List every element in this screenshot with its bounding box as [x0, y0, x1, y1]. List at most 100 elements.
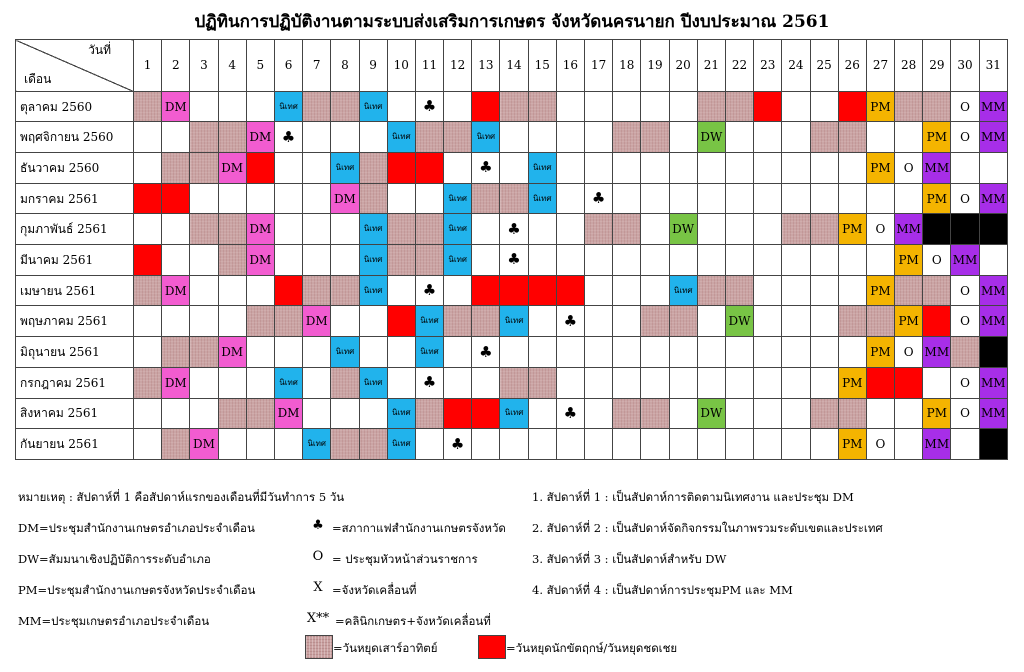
- day-cell: [132, 305, 163, 338]
- club-cell: ♣: [414, 90, 445, 123]
- legend-dw: DW=สัมมนาเชิงปฏิบัติการระดับอำเภอ: [18, 552, 211, 566]
- dm-cell: DM: [302, 305, 332, 338]
- day-cell: [471, 244, 501, 276]
- day-header: 1: [132, 39, 163, 92]
- day-cell: [583, 397, 614, 430]
- day-cell: [809, 274, 839, 307]
- weekend-cell: [837, 397, 867, 430]
- o-cell: O: [950, 397, 980, 430]
- day-cell: [781, 244, 811, 276]
- day-cell: [809, 336, 839, 368]
- weekend-cell: [161, 428, 191, 460]
- day-cell: [668, 121, 698, 154]
- day-cell: [302, 152, 332, 184]
- day-cell: [753, 428, 783, 460]
- day-header: 25: [809, 39, 839, 92]
- club-cell: ♣: [471, 152, 501, 184]
- day-header: 5: [245, 39, 275, 92]
- month-label: มีนาคม 2561: [15, 244, 134, 276]
- holiday-cell: [471, 274, 501, 307]
- club-cell: ♣: [555, 397, 586, 430]
- dm-cell: DM: [330, 182, 360, 215]
- weekend-cell: [499, 182, 529, 215]
- month-label: มกราคม 2561: [15, 182, 134, 215]
- nitet-cell: นิเทศ: [527, 182, 557, 215]
- day-cell: [245, 182, 275, 215]
- x-symbol: X: [313, 580, 323, 595]
- day-cell: [809, 305, 839, 338]
- day-cell: [189, 366, 219, 399]
- club-cell: ♣: [414, 366, 445, 399]
- mm-cell: MM: [978, 90, 1009, 123]
- weekend-cell: [217, 213, 247, 246]
- day-cell: [978, 152, 1009, 184]
- week-1-note: 1. สัปดาห์ที่ 1 : เป็นสัปดาห์การติดตามนิ…: [532, 490, 854, 504]
- day-header: 31: [978, 39, 1009, 92]
- closed-cell: [950, 213, 980, 246]
- day-cell: [640, 244, 670, 276]
- holiday-cell: [471, 397, 501, 430]
- weekend-cell: [414, 397, 445, 430]
- mm-cell: MM: [894, 213, 924, 246]
- month-row: มกราคม 2561 DM นิเทศ นิเทศ ♣ PM O MM: [15, 182, 1009, 215]
- day-cell: [161, 213, 191, 246]
- legend-o: = ประชุมหัวหน้าส่วนราชการ: [332, 552, 478, 566]
- day-cell: [583, 305, 614, 338]
- day-cell: [781, 428, 811, 460]
- legend-mm: MM=ประชุมเกษตรอำเภอประจำเดือน: [18, 614, 210, 628]
- day-cell: [753, 244, 783, 276]
- day-cell: [781, 121, 811, 154]
- day-cell: [443, 274, 473, 307]
- day-header: 10: [386, 39, 416, 92]
- day-cell: [724, 244, 755, 276]
- calendar-table: วันที่ เดือน 1 2 3 4 5 6 7 8 9 10 11 12 13 14 15 16 17 18…: [15, 39, 1009, 460]
- day-cell: [245, 90, 275, 123]
- nitet-cell: นิเทศ: [414, 305, 445, 338]
- day-cell: [527, 397, 557, 430]
- day-header: 23: [753, 39, 783, 92]
- day-cell: [894, 428, 924, 460]
- weekend-cell: [386, 213, 416, 246]
- weekend-cell: [330, 90, 360, 123]
- nitet-cell: นิเทศ: [499, 397, 529, 430]
- holiday-cell: [555, 274, 586, 307]
- nitet-cell: นิเทศ: [471, 121, 501, 154]
- holiday-cell: [132, 182, 163, 215]
- pm-cell: PM: [922, 397, 952, 430]
- weekend-cell: [612, 397, 642, 430]
- day-cell: [781, 305, 811, 338]
- o-cell: O: [950, 366, 980, 399]
- day-cell: [555, 121, 586, 154]
- day-cell: [612, 90, 642, 123]
- day-cell: [358, 336, 388, 368]
- dm-cell: DM: [245, 121, 275, 154]
- day-cell: [386, 274, 416, 307]
- day-cell: [865, 121, 896, 154]
- day-cell: [696, 428, 726, 460]
- weekend-cell: [414, 213, 445, 246]
- holiday-cell: [865, 366, 896, 399]
- nitet-cell: นิเทศ: [273, 90, 304, 123]
- day-cell: [724, 152, 755, 184]
- weekend-cell: [161, 152, 191, 184]
- weekend-cell: [922, 274, 952, 307]
- weekend-cell: [189, 121, 219, 154]
- day-cell: [217, 428, 247, 460]
- weekend-cell: [358, 428, 388, 460]
- day-cell: [273, 213, 304, 246]
- day-cell: [273, 336, 304, 368]
- day-header: 30: [950, 39, 980, 92]
- weekend-cell: [809, 121, 839, 154]
- day-cell: [527, 336, 557, 368]
- dm-cell: DM: [273, 397, 304, 430]
- day-cell: [358, 305, 388, 338]
- day-cell: [668, 182, 698, 215]
- club-cell: ♣: [499, 213, 529, 246]
- corner-cell: วันที่ เดือน: [15, 39, 134, 92]
- day-cell: [161, 397, 191, 430]
- weekend-cell: [330, 366, 360, 399]
- day-cell: [132, 152, 163, 184]
- day-header: 20: [668, 39, 698, 92]
- nitet-cell: นิเทศ: [330, 152, 360, 184]
- day-cell: [583, 152, 614, 184]
